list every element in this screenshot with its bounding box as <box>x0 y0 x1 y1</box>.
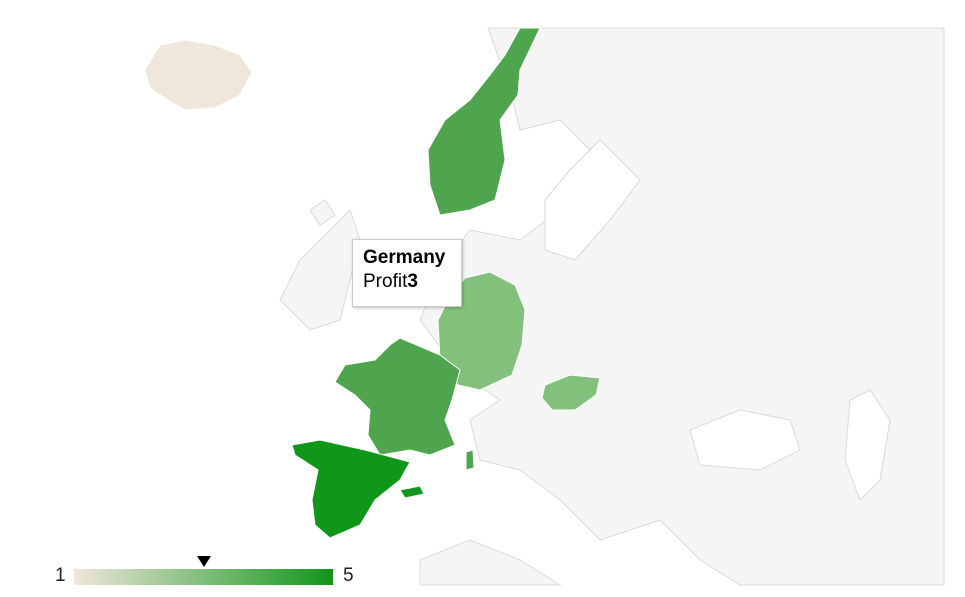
legend-value-marker <box>197 556 211 567</box>
background-land <box>279 27 945 586</box>
legend-max-label: 5 <box>343 565 354 586</box>
tooltip-country-name: Germany <box>363 247 446 268</box>
tooltip-metric-value: 3 <box>407 271 418 292</box>
region-spain[interactable] <box>291 439 411 539</box>
map-tooltip: Germany Profit3 <box>352 239 462 307</box>
region-balearic[interactable] <box>399 485 425 499</box>
region-hungary[interactable] <box>541 374 601 411</box>
region-france[interactable] <box>334 337 461 456</box>
region-iceland[interactable] <box>144 39 253 111</box>
region-norway[interactable] <box>427 27 541 216</box>
legend-min-label: 1 <box>55 565 66 586</box>
tooltip-metric-label: Profit <box>363 271 408 292</box>
region-corsica[interactable] <box>465 449 475 471</box>
color-legend-bar <box>74 569 333 585</box>
tooltip-metric: Profit3 <box>363 270 451 294</box>
